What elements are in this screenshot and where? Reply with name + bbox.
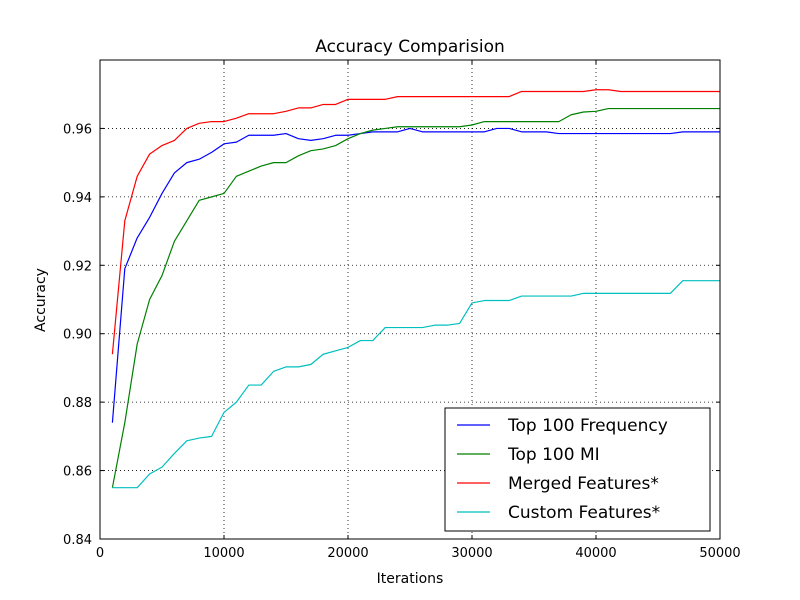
legend: Top 100 Frequency Top 100 MI Merged Featur… xyxy=(444,407,711,532)
y-tick-label: 0.92 xyxy=(63,259,92,274)
y-tick-label: 0.86 xyxy=(63,465,92,480)
series-group xyxy=(111,89,720,489)
x-tick-label: 0 xyxy=(96,546,104,561)
legend-label-merged-features: Merged Features* xyxy=(508,474,659,494)
series-line-top-100-mi xyxy=(111,107,720,488)
series-line-merged-features xyxy=(111,89,720,355)
legend-box xyxy=(444,407,711,532)
y-tick-label: 0.94 xyxy=(63,191,92,206)
x-tick-label: 10000 xyxy=(203,546,244,561)
axis-ticks: 0 10000 20000 30000 40000 50000 0.84 0.86 0.88 0.… xyxy=(63,60,741,561)
plot-frame xyxy=(99,59,721,540)
x-tick-label: 20000 xyxy=(327,546,368,561)
y-axis-label: Accuracy xyxy=(33,268,49,332)
legend-label-top-100-frequency: Top 100 Frequency xyxy=(507,416,668,436)
x-tick-label: 30000 xyxy=(451,546,492,561)
chart-title: Accuracy Comparision xyxy=(315,37,505,57)
y-tick-label: 0.88 xyxy=(63,396,92,411)
legend-label-top-100-mi: Top 100 MI xyxy=(507,445,600,465)
y-tick-label: 0.90 xyxy=(63,328,92,343)
x-axis-label: Iterations xyxy=(377,571,444,587)
x-tick-label: 50000 xyxy=(699,546,740,561)
x-tick-label: 40000 xyxy=(575,546,616,561)
series-line-top-100-frequency xyxy=(111,127,720,423)
y-tick-label: 0.84 xyxy=(63,533,92,548)
y-tick-label: 0.96 xyxy=(63,122,92,137)
legend-label-custom-features: Custom Features* xyxy=(508,503,660,523)
series-line-custom-features xyxy=(112,280,720,489)
